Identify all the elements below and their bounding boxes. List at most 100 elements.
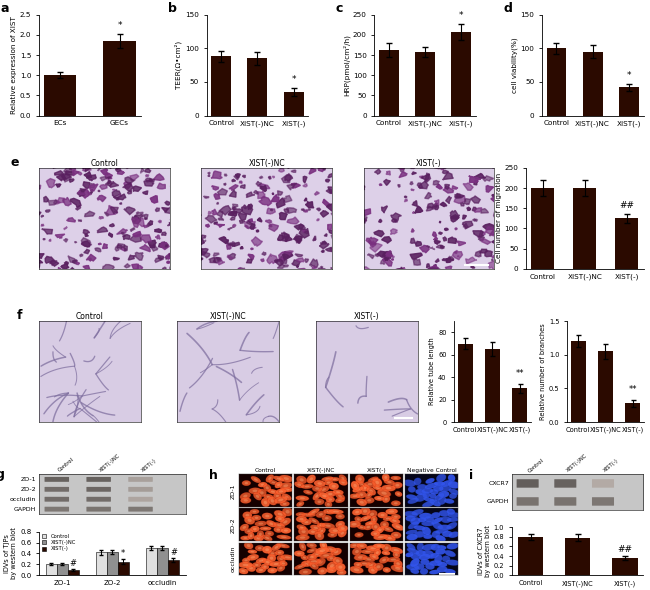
Ellipse shape xyxy=(282,507,293,516)
Polygon shape xyxy=(428,268,440,276)
Text: h: h xyxy=(209,468,218,481)
Text: #: # xyxy=(170,548,177,557)
Ellipse shape xyxy=(306,553,317,560)
Polygon shape xyxy=(219,206,231,215)
Ellipse shape xyxy=(341,531,344,535)
Polygon shape xyxy=(386,253,393,256)
Ellipse shape xyxy=(242,480,251,486)
FancyBboxPatch shape xyxy=(86,477,111,482)
Ellipse shape xyxy=(255,545,265,551)
Ellipse shape xyxy=(250,534,252,537)
Ellipse shape xyxy=(363,497,375,504)
Polygon shape xyxy=(325,179,330,182)
Ellipse shape xyxy=(301,561,312,566)
Polygon shape xyxy=(367,254,374,259)
Y-axis label: cell viability(%): cell viability(%) xyxy=(511,37,517,93)
Ellipse shape xyxy=(356,489,360,491)
Polygon shape xyxy=(434,181,439,185)
Ellipse shape xyxy=(385,527,390,530)
Polygon shape xyxy=(232,206,236,209)
Ellipse shape xyxy=(365,545,381,551)
Polygon shape xyxy=(427,246,435,250)
Ellipse shape xyxy=(367,499,371,502)
Polygon shape xyxy=(280,257,287,264)
Polygon shape xyxy=(256,230,259,232)
Polygon shape xyxy=(434,264,436,267)
Text: ##: ## xyxy=(617,545,632,553)
Polygon shape xyxy=(213,253,219,256)
Ellipse shape xyxy=(363,517,368,520)
Ellipse shape xyxy=(252,490,257,492)
Polygon shape xyxy=(313,237,316,241)
Ellipse shape xyxy=(389,547,403,554)
Ellipse shape xyxy=(362,556,376,562)
Ellipse shape xyxy=(378,512,387,518)
Y-axis label: TEER(Ω•cm²): TEER(Ω•cm²) xyxy=(175,41,183,89)
Ellipse shape xyxy=(442,556,450,562)
Polygon shape xyxy=(415,206,422,214)
Polygon shape xyxy=(284,209,289,212)
Ellipse shape xyxy=(267,568,278,573)
Polygon shape xyxy=(471,266,475,268)
Ellipse shape xyxy=(238,568,249,575)
Polygon shape xyxy=(440,166,445,170)
Ellipse shape xyxy=(406,494,417,500)
Ellipse shape xyxy=(268,550,277,556)
Ellipse shape xyxy=(373,549,382,556)
Ellipse shape xyxy=(374,525,378,529)
Polygon shape xyxy=(147,224,151,227)
FancyBboxPatch shape xyxy=(45,477,69,482)
Ellipse shape xyxy=(310,525,321,531)
Polygon shape xyxy=(117,245,122,248)
Polygon shape xyxy=(443,259,448,261)
Ellipse shape xyxy=(437,525,452,530)
Ellipse shape xyxy=(444,499,454,504)
Ellipse shape xyxy=(410,553,422,560)
FancyBboxPatch shape xyxy=(592,479,614,488)
Polygon shape xyxy=(149,221,153,225)
Polygon shape xyxy=(278,265,284,268)
Ellipse shape xyxy=(251,556,255,559)
Ellipse shape xyxy=(447,517,459,522)
Ellipse shape xyxy=(374,534,388,540)
Polygon shape xyxy=(434,203,437,207)
Ellipse shape xyxy=(441,480,452,487)
Polygon shape xyxy=(432,232,437,237)
Polygon shape xyxy=(411,229,414,232)
Ellipse shape xyxy=(421,488,433,494)
Polygon shape xyxy=(424,192,432,199)
Ellipse shape xyxy=(283,503,287,505)
Ellipse shape xyxy=(406,543,416,550)
Ellipse shape xyxy=(429,493,437,499)
Polygon shape xyxy=(70,179,74,182)
Polygon shape xyxy=(145,218,147,219)
Ellipse shape xyxy=(380,521,389,528)
Ellipse shape xyxy=(244,537,248,539)
Polygon shape xyxy=(236,268,243,277)
Ellipse shape xyxy=(424,516,434,522)
Ellipse shape xyxy=(306,542,317,548)
Polygon shape xyxy=(153,245,155,247)
Bar xyxy=(248,58,267,116)
Ellipse shape xyxy=(262,546,272,553)
Ellipse shape xyxy=(408,497,419,504)
Polygon shape xyxy=(239,267,245,272)
Polygon shape xyxy=(493,211,502,220)
Ellipse shape xyxy=(296,476,307,484)
Polygon shape xyxy=(83,165,91,171)
Ellipse shape xyxy=(415,489,426,496)
Polygon shape xyxy=(113,257,120,260)
Polygon shape xyxy=(398,166,405,172)
Ellipse shape xyxy=(274,510,287,519)
Ellipse shape xyxy=(315,558,326,566)
FancyBboxPatch shape xyxy=(128,497,153,502)
Polygon shape xyxy=(328,174,334,178)
Ellipse shape xyxy=(428,560,443,566)
Ellipse shape xyxy=(407,543,415,550)
Ellipse shape xyxy=(265,474,274,483)
Bar xyxy=(573,188,596,269)
Polygon shape xyxy=(35,265,38,269)
Polygon shape xyxy=(333,235,341,239)
Polygon shape xyxy=(117,171,124,175)
Ellipse shape xyxy=(391,559,396,560)
